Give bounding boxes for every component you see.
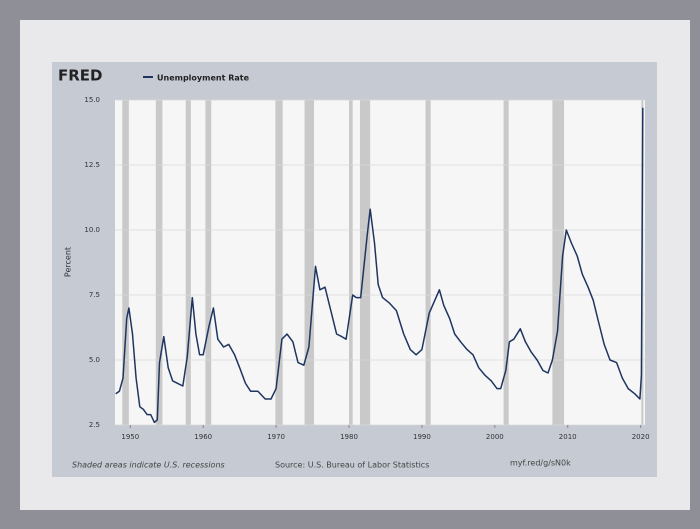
recession-band [349, 100, 353, 425]
plot-area [115, 100, 645, 425]
link: myf.red/g/sN0k [510, 459, 571, 468]
y-tick-label: 10.0 [84, 226, 100, 234]
footnote: Shaded areas indicate U.S. recessions [72, 461, 225, 470]
y-tick-label: 2.5 [89, 421, 100, 429]
recession-band [503, 100, 509, 425]
x-tick-label: 1980 [340, 433, 358, 441]
series-line [115, 107, 644, 424]
legend-label: Unemployment Rate [157, 74, 250, 83]
y-tick-label: 15.0 [84, 96, 100, 104]
recession-band [122, 100, 129, 425]
recession-band [205, 100, 212, 425]
recession-band [185, 100, 191, 425]
x-tick-label: 2000 [486, 433, 504, 441]
recession-band [425, 100, 431, 425]
brand: FRED [58, 67, 103, 85]
x-tick-label: 1950 [121, 433, 139, 441]
recession-band [275, 100, 283, 425]
x-tick-label: 1960 [194, 433, 212, 441]
recession-band [552, 100, 565, 425]
recession-band [155, 100, 163, 425]
y-tick-label: 5.0 [89, 356, 100, 364]
y-axis-label: Percent [64, 247, 73, 277]
x-tick-label: 2010 [559, 433, 577, 441]
recession-band [304, 100, 315, 425]
y-tick-label: 7.5 [89, 291, 100, 299]
x-tick-label: 1970 [267, 433, 285, 441]
y-tick-label: 12.5 [84, 161, 100, 169]
x-tick-label: 2020 [632, 433, 650, 441]
source: Source: U.S. Bureau of Labor Statistics [275, 461, 429, 470]
x-tick-label: 1990 [413, 433, 431, 441]
